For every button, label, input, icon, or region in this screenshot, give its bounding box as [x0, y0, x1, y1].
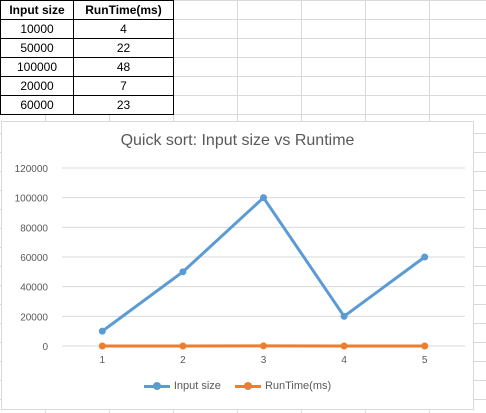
line-chart[interactable]: Quick sort: Input size vs Runtime 0 20000… — [1, 121, 474, 410]
series-point-1 — [179, 268, 187, 276]
cell-runtime[interactable]: 22 — [73, 38, 174, 58]
y-tick-label: 40000 — [20, 283, 48, 294]
y-tick-label: 0 — [42, 342, 48, 353]
x-tick-label: 2 — [180, 355, 186, 366]
y-tick-label: 120000 — [15, 164, 49, 175]
table-row: 10000 4 — [0, 19, 174, 39]
table-header-row: Input size RunTime(ms) — [0, 0, 174, 20]
series-point-2 — [98, 342, 106, 350]
cell-input-size[interactable]: 10000 — [0, 19, 74, 39]
cell-input-size[interactable]: 100000 — [0, 57, 74, 77]
x-tick-label: 4 — [341, 355, 347, 366]
y-tick-label: 20000 — [20, 312, 48, 323]
y-tick-label: 100000 — [15, 194, 49, 205]
cell-runtime[interactable]: 48 — [73, 57, 174, 77]
cell-input-size[interactable]: 60000 — [0, 95, 74, 115]
series-point-1 — [260, 194, 267, 202]
table-row: 20000 7 — [0, 76, 174, 96]
table-row: 60000 23 — [0, 95, 174, 115]
legend-label-runtime: RunTime(ms) — [264, 380, 332, 392]
legend-swatch-runtime — [234, 381, 261, 391]
cell-input-size[interactable]: 20000 — [0, 76, 74, 96]
cell-runtime[interactable]: 23 — [73, 95, 174, 115]
x-tick-label: 1 — [100, 355, 106, 366]
legend-label-input-size: Input size — [173, 380, 221, 392]
legend-swatch-input-size — [143, 381, 170, 391]
y-tick-label: 60000 — [20, 253, 48, 264]
cell-runtime[interactable]: 4 — [73, 19, 174, 39]
chart-title: Quick sort: Input size vs Runtime — [120, 132, 355, 149]
header-input-size[interactable]: Input size — [0, 0, 74, 20]
cell-input-size[interactable]: 50000 — [0, 38, 74, 58]
x-tick-label: 3 — [261, 355, 267, 366]
series-point-2 — [421, 342, 429, 350]
series-point-2 — [260, 342, 267, 350]
legend-item-runtime: RunTime(ms) — [234, 380, 332, 392]
data-table: Input size RunTime(ms) 10000 4 50000 22 … — [0, 0, 174, 115]
chart-plot: 0 20000 40000 60000 80000 100000 120000 1 2 3 4 5 — [15, 164, 465, 366]
series-line-1 — [101, 196, 426, 333]
series-point-2 — [179, 342, 187, 350]
header-runtime[interactable]: RunTime(ms) — [73, 0, 174, 20]
legend-item-input-size: Input size — [143, 380, 221, 392]
series-point-2 — [340, 342, 348, 350]
series-point-1 — [421, 253, 429, 261]
series-point-1 — [98, 327, 106, 335]
y-tick-label: 80000 — [20, 223, 48, 234]
series-point-1 — [340, 312, 348, 320]
x-tick-label: 5 — [422, 355, 428, 366]
cell-runtime[interactable]: 7 — [73, 76, 174, 96]
chart-legend: Input size RunTime(ms) — [2, 380, 473, 392]
table-row: 100000 48 — [0, 57, 174, 77]
table-row: 50000 22 — [0, 38, 174, 58]
